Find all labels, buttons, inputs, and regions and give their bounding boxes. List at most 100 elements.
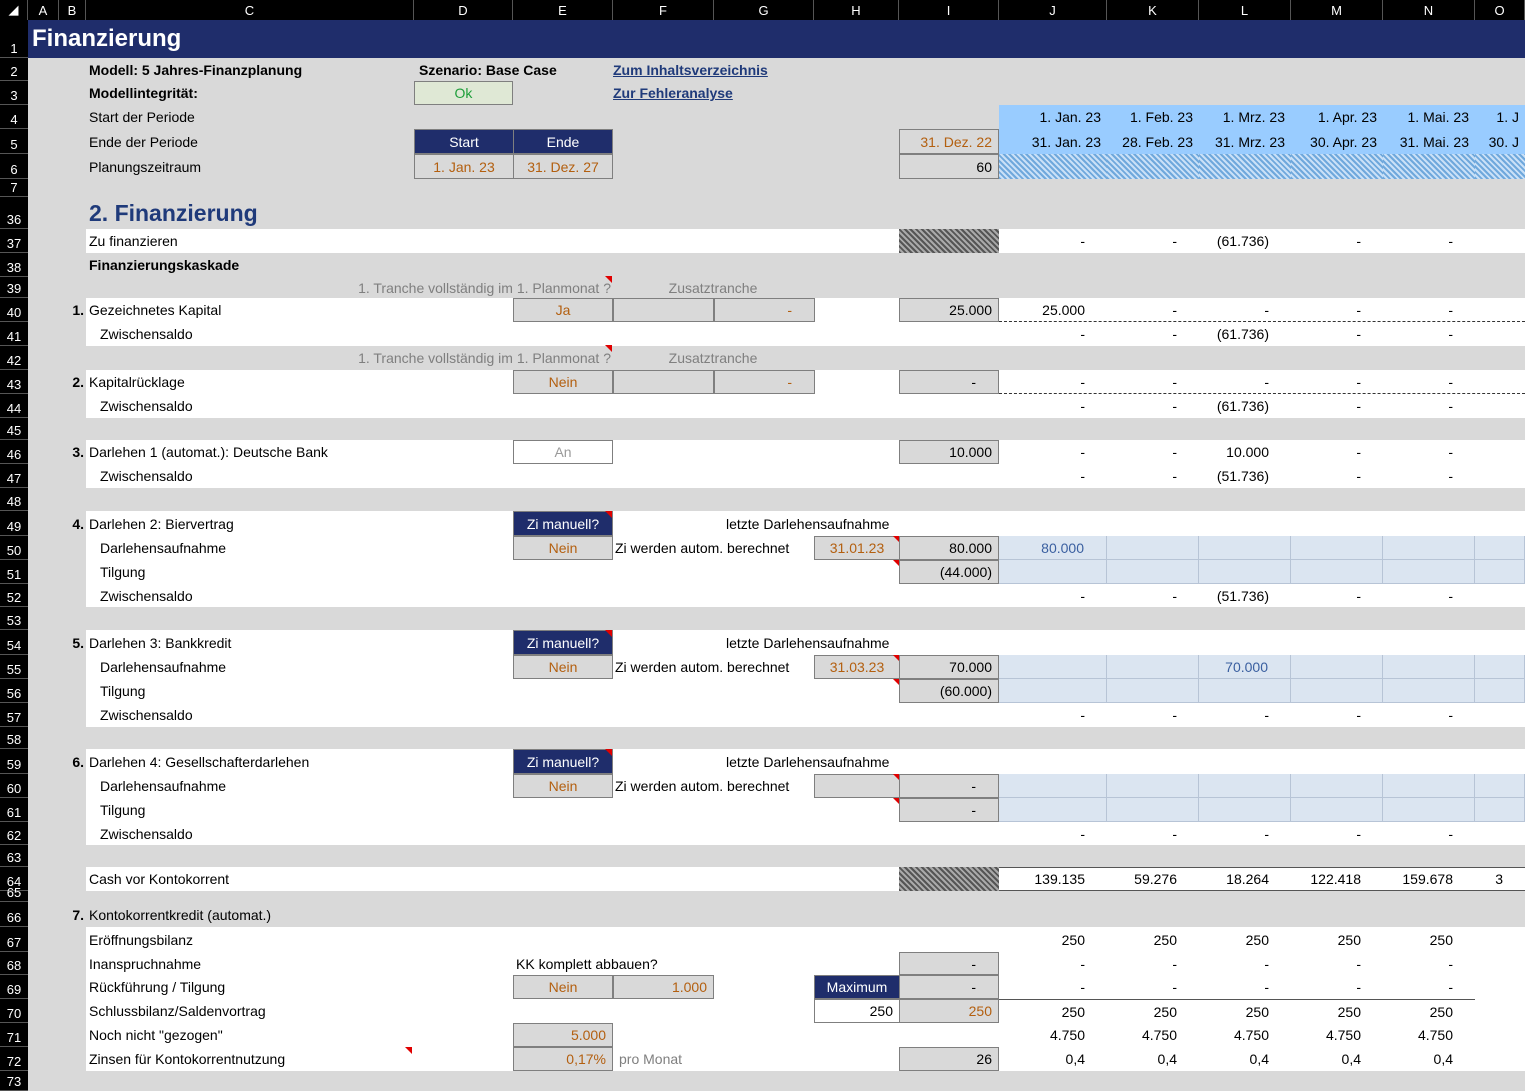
- toc-link[interactable]: Zum Inhaltsverzeichnis: [613, 61, 768, 78]
- row-header-53[interactable]: 53: [0, 607, 28, 630]
- row-header-49[interactable]: 49: [0, 511, 28, 536]
- row-header-59[interactable]: 59: [0, 749, 28, 774]
- column-header-i[interactable]: I: [899, 0, 999, 20]
- column-header-e[interactable]: E: [513, 0, 613, 20]
- row-header-7[interactable]: 7: [0, 179, 28, 197]
- row-header-63[interactable]: 63: [0, 845, 28, 867]
- overdraft-amount-input[interactable]: 1.000: [613, 975, 714, 999]
- column-header-g[interactable]: G: [714, 0, 814, 20]
- column-header-f[interactable]: F: [613, 0, 714, 20]
- repayment-input[interactable]: [1383, 798, 1475, 822]
- row-header-69[interactable]: 69: [0, 975, 28, 999]
- drawdown-input[interactable]: [999, 655, 1107, 679]
- tranche-toggle[interactable]: Nein: [513, 370, 613, 394]
- row-header-42[interactable]: 42: [0, 346, 28, 370]
- row-header-45[interactable]: 45: [0, 418, 28, 440]
- drawdown-input[interactable]: [1383, 536, 1475, 560]
- repayment-input[interactable]: [1383, 560, 1475, 584]
- repayment-input[interactable]: [1107, 679, 1199, 703]
- row-header-51[interactable]: 51: [0, 560, 28, 584]
- row-header-50[interactable]: 50: [0, 536, 28, 560]
- row-header-62[interactable]: 62: [0, 822, 28, 845]
- interest-manual-button[interactable]: Zi manuell?: [513, 749, 613, 774]
- repayment-input[interactable]: [1107, 798, 1199, 822]
- row-header-37[interactable]: 37: [0, 229, 28, 253]
- repayment-input[interactable]: [1383, 679, 1475, 703]
- row-header-39[interactable]: 39: [0, 277, 28, 298]
- drawdown-input[interactable]: [1475, 774, 1525, 798]
- drawdown-input[interactable]: [1291, 536, 1383, 560]
- column-header-n[interactable]: N: [1383, 0, 1475, 20]
- repayment-input[interactable]: [1107, 560, 1199, 584]
- row-header-65[interactable]: 65: [0, 885, 28, 902]
- column-header-b[interactable]: B: [59, 0, 86, 20]
- column-header-o[interactable]: O: [1475, 0, 1525, 20]
- row-header-44[interactable]: 44: [0, 394, 28, 418]
- drawdown-input[interactable]: [1291, 774, 1383, 798]
- row-header-54[interactable]: 54: [0, 630, 28, 655]
- row-header-46[interactable]: 46: [0, 440, 28, 464]
- row-header-47[interactable]: 47: [0, 464, 28, 488]
- drawdown-input[interactable]: [1107, 536, 1199, 560]
- interest-manual-button[interactable]: Zi manuell?: [513, 511, 613, 536]
- error-analysis-link[interactable]: Zur Fehleranalyse: [613, 85, 733, 101]
- interest-manual-button[interactable]: Zi manuell?: [513, 630, 613, 655]
- drawdown-input[interactable]: [1199, 536, 1291, 560]
- row-header-67[interactable]: 67: [0, 927, 28, 952]
- last-drawdown-date[interactable]: 31.03.23: [814, 655, 900, 679]
- row-header-70[interactable]: 70: [0, 999, 28, 1023]
- row-header-61[interactable]: 61: [0, 798, 28, 822]
- repayment-input[interactable]: [1475, 798, 1525, 822]
- row-header-38[interactable]: 38: [0, 253, 28, 277]
- drawdown-input[interactable]: [999, 774, 1107, 798]
- row-header-4[interactable]: 4: [0, 105, 28, 129]
- column-header-j[interactable]: J: [999, 0, 1107, 20]
- repayment-input[interactable]: [1199, 679, 1291, 703]
- row-header-57[interactable]: 57: [0, 703, 28, 727]
- start-date-input[interactable]: 1. Jan. 23: [414, 154, 514, 179]
- repayment-input[interactable]: [1199, 560, 1291, 584]
- row-header-6[interactable]: 6: [0, 154, 28, 179]
- row-header-52[interactable]: 52: [0, 584, 28, 607]
- row-header-55[interactable]: 55: [0, 655, 28, 679]
- corner-select-all[interactable]: ◢: [0, 0, 28, 20]
- row-header-64[interactable]: 64: [0, 867, 28, 891]
- column-header-c[interactable]: C: [86, 0, 414, 20]
- row-header-36[interactable]: 36: [0, 197, 28, 229]
- overdraft-rate-input[interactable]: 0,17%: [513, 1047, 613, 1071]
- end-date-input[interactable]: 31. Dez. 27: [513, 154, 613, 179]
- row-header-40[interactable]: 40: [0, 298, 28, 322]
- column-header-l[interactable]: L: [1199, 0, 1291, 20]
- repayment-input[interactable]: [999, 560, 1107, 584]
- interest-manual-toggle[interactable]: Nein: [513, 655, 613, 679]
- drawdown-input[interactable]: 80.000: [999, 536, 1107, 560]
- row-header-2[interactable]: 2: [0, 58, 28, 81]
- row-header-71[interactable]: 71: [0, 1023, 28, 1047]
- repayment-input[interactable]: [1475, 560, 1525, 584]
- tranche-toggle[interactable]: Ja: [513, 298, 613, 322]
- loan1-toggle[interactable]: An: [513, 440, 613, 464]
- drawdown-input[interactable]: [1475, 536, 1525, 560]
- last-drawdown-date[interactable]: [814, 774, 900, 798]
- column-header-d[interactable]: D: [414, 0, 513, 20]
- additional-tranche-input[interactable]: -: [714, 298, 815, 322]
- repayment-input[interactable]: [999, 679, 1107, 703]
- column-header-h[interactable]: H: [814, 0, 899, 20]
- last-drawdown-date[interactable]: 31.01.23: [814, 536, 900, 560]
- drawdown-input[interactable]: [1199, 774, 1291, 798]
- repayment-input[interactable]: [1291, 560, 1383, 584]
- drawdown-input[interactable]: [1107, 774, 1199, 798]
- row-header-1[interactable]: 1: [0, 20, 28, 58]
- repayment-input[interactable]: [1291, 679, 1383, 703]
- row-header-60[interactable]: 60: [0, 774, 28, 798]
- repayment-input[interactable]: [1199, 798, 1291, 822]
- column-header-m[interactable]: M: [1291, 0, 1383, 20]
- repayment-input[interactable]: [1291, 798, 1383, 822]
- row-header-72[interactable]: 72: [0, 1047, 28, 1071]
- tranche-input[interactable]: [613, 370, 714, 394]
- additional-tranche-input[interactable]: -: [714, 370, 815, 394]
- drawdown-input[interactable]: 70.000: [1199, 655, 1291, 679]
- column-header-a[interactable]: A: [28, 0, 59, 20]
- row-header-41[interactable]: 41: [0, 322, 28, 346]
- drawdown-input[interactable]: [1291, 655, 1383, 679]
